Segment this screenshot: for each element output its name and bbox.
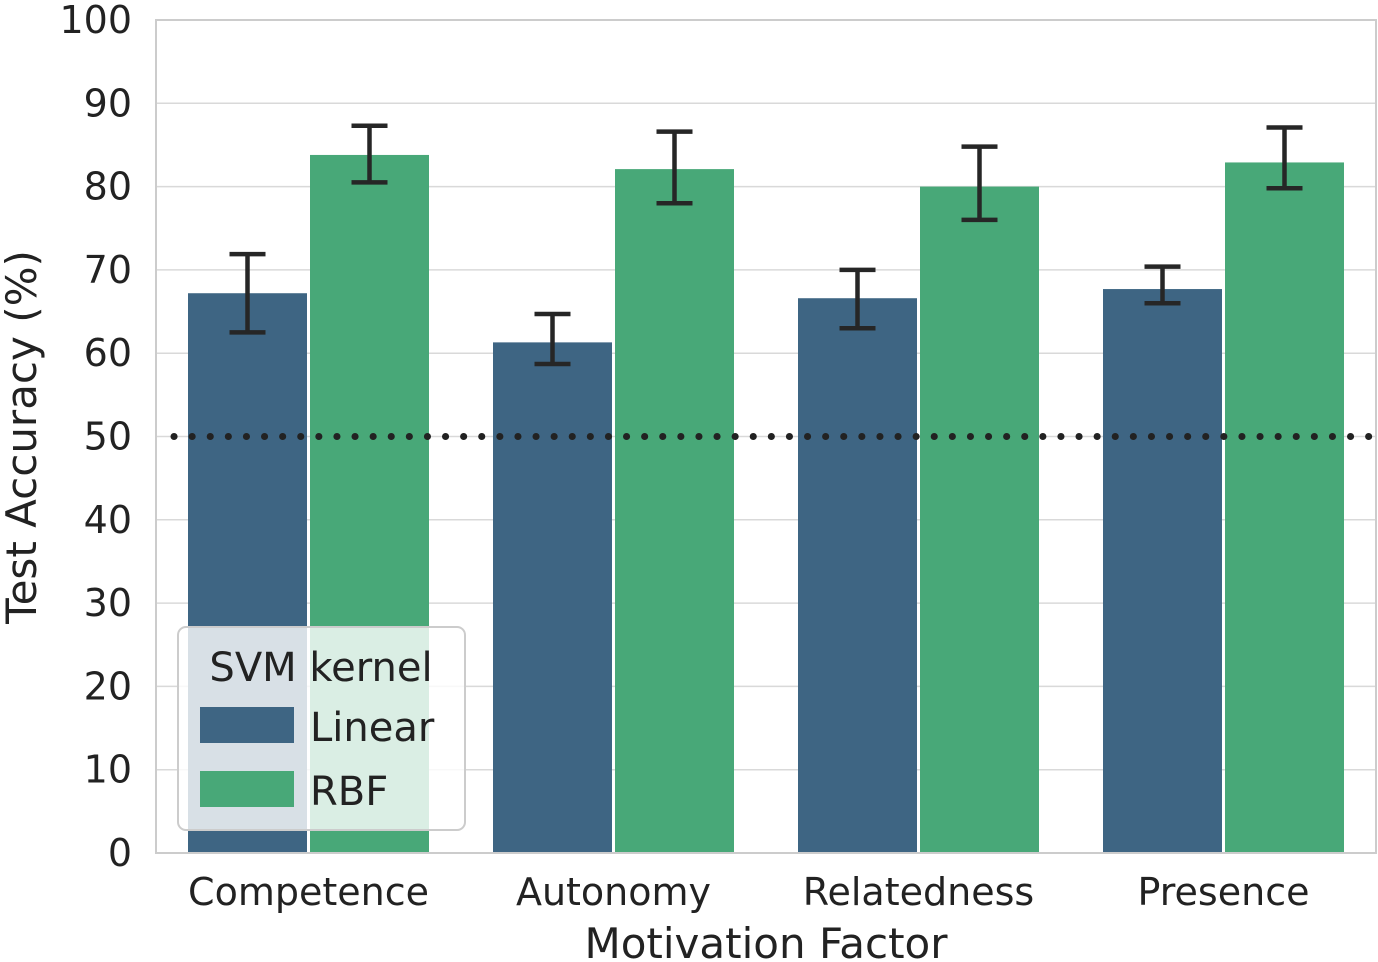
y-tick-label: 20	[84, 664, 132, 708]
error-bar-rbf-relatedness	[961, 144, 998, 223]
bar-rbf-autonomy	[615, 169, 734, 853]
legend-label-rbf: RBF	[310, 769, 388, 815]
x-tick-label: Relatedness	[803, 870, 1034, 914]
x-tick-label: Autonomy	[516, 870, 711, 914]
y-tick-label: 100	[59, 0, 132, 42]
y-tick-labels: 0 10 20 30 40 50 60 70 80 90 100	[59, 0, 132, 875]
x-axis-title: Motivation Factor	[584, 919, 948, 962]
error-bar-rbf-autonomy	[656, 129, 693, 206]
plot-frame	[155, 19, 1377, 854]
bar-rbf-presence	[1225, 162, 1344, 853]
bar-linear-relatedness	[798, 298, 917, 853]
legend-swatch-rbf	[200, 771, 294, 807]
error-bar-rbf-presence	[1266, 125, 1303, 191]
y-tick-label: 40	[84, 498, 132, 542]
x-tick-label: Competence	[188, 870, 429, 914]
error-bar-linear-presence	[1144, 264, 1181, 306]
legend-swatch-linear	[200, 707, 294, 743]
error-bar-rbf-competence	[351, 123, 388, 185]
y-axis-title: Test Accuracy (%)	[0, 250, 46, 625]
bar-linear-autonomy	[493, 342, 612, 853]
x-tick-labels: Competence Autonomy Relatedness Presence	[188, 870, 1309, 914]
y-tick-label: 90	[84, 81, 132, 125]
legend-label-linear: Linear	[310, 705, 435, 751]
error-bar-linear-relatedness	[839, 267, 876, 331]
legend-title: SVM kernel	[209, 645, 432, 691]
error-bars	[229, 123, 1303, 367]
legend: SVM kernel Linear RBF	[177, 626, 466, 831]
y-tick-label: 60	[84, 331, 132, 375]
y-tick-label: 50	[84, 415, 132, 459]
x-tick-label: Presence	[1138, 870, 1310, 914]
y-tick-label: 10	[84, 748, 132, 792]
y-tick-label: 0	[108, 831, 132, 875]
y-tick-label: 30	[84, 581, 132, 625]
bar-rbf-relatedness	[920, 186, 1039, 854]
y-tick-label: 80	[84, 165, 132, 209]
y-tick-label: 70	[84, 248, 132, 292]
bar-linear-presence	[1103, 289, 1222, 854]
error-bar-linear-autonomy	[534, 311, 571, 367]
error-bar-linear-competence	[229, 251, 266, 335]
